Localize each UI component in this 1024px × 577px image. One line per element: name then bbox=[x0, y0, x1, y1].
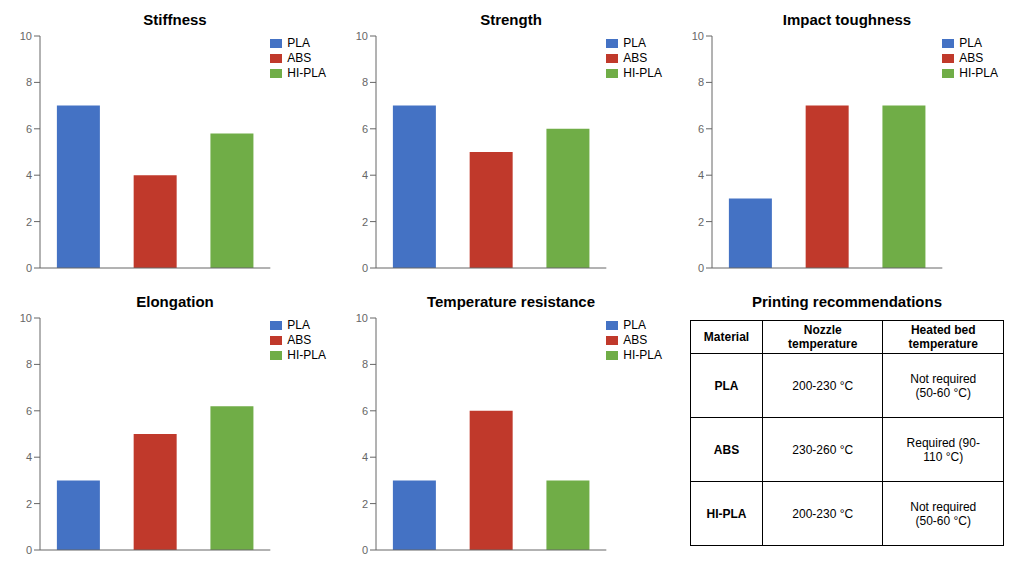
html-text:ABS: ABS bbox=[623, 333, 648, 347]
svg-text:6: 6 bbox=[698, 123, 704, 135]
svg-text:4: 4 bbox=[362, 451, 368, 463]
svg-text:2: 2 bbox=[26, 216, 32, 228]
html-text:Temperature resistance: Temperature resistance bbox=[426, 293, 596, 310]
html-text:PLA: PLA bbox=[623, 318, 646, 332]
svg-text:8: 8 bbox=[362, 358, 368, 370]
html-text:HI-PLA: HI-PLA bbox=[623, 348, 662, 362]
html-text:HI-PLA: HI-PLA bbox=[287, 348, 326, 362]
html-text:200-230 °C: 200-230 °C bbox=[792, 506, 854, 521]
html-text:HI-PLA: HI-PLA bbox=[623, 66, 662, 80]
svg-text:6: 6 bbox=[362, 405, 368, 417]
html-text:ABS: ABS bbox=[623, 51, 648, 65]
html-text:HI-PLA: HI-PLA bbox=[287, 66, 326, 80]
html-text:Heated bed temperature: Heated bed temperature bbox=[908, 323, 978, 351]
svg-text:2: 2 bbox=[362, 498, 368, 510]
svg-text:6: 6 bbox=[26, 405, 32, 417]
svg-text:10: 10 bbox=[20, 314, 32, 324]
html-text:ABS: ABS bbox=[713, 442, 740, 457]
svg-text:0: 0 bbox=[362, 544, 368, 556]
svg-text:10: 10 bbox=[356, 314, 368, 324]
html-text:Impact toughness: Impact toughness bbox=[782, 11, 912, 28]
svg-text:8: 8 bbox=[362, 76, 368, 88]
svg-text:0: 0 bbox=[698, 262, 704, 274]
svg-text:0: 0 bbox=[26, 262, 32, 274]
html-text:HI-PLA: HI-PLA bbox=[706, 506, 747, 521]
html-text:Nozzle temperature: Nozzle temperature bbox=[788, 323, 858, 351]
html-text:200-230 °C: 200-230 °C bbox=[792, 378, 854, 393]
html-text:Material: Material bbox=[703, 330, 750, 344]
html-text:230-260 °C: 230-260 °C bbox=[792, 442, 854, 457]
svg-text:6: 6 bbox=[362, 123, 368, 135]
svg-text:4: 4 bbox=[362, 169, 368, 181]
svg-text:10: 10 bbox=[356, 32, 368, 42]
svg-text:8: 8 bbox=[26, 358, 32, 370]
svg-text:0: 0 bbox=[362, 262, 368, 274]
html-text:Not required (50-60 °C): Not required (50-60 °C) bbox=[910, 371, 977, 400]
html-text:PLA: PLA bbox=[287, 318, 310, 332]
svg-text:10: 10 bbox=[692, 32, 704, 42]
svg-text:4: 4 bbox=[698, 169, 704, 181]
html-text:PLA: PLA bbox=[287, 36, 310, 50]
svg-text:4: 4 bbox=[26, 169, 32, 181]
html-text:Stiffness: Stiffness bbox=[143, 11, 207, 28]
html-text:ABS: ABS bbox=[959, 51, 984, 65]
svg-text:2: 2 bbox=[698, 216, 704, 228]
html-text:PLA: PLA bbox=[623, 36, 646, 50]
html-text:HI-PLA: HI-PLA bbox=[959, 66, 998, 80]
html-text:ABS: ABS bbox=[287, 333, 312, 347]
svg-text:4: 4 bbox=[26, 451, 32, 463]
html-text:Strength: Strength bbox=[480, 11, 542, 28]
svg-text:8: 8 bbox=[698, 76, 704, 88]
svg-text:2: 2 bbox=[362, 216, 368, 228]
html-text:Required (90- 110 °C): Required (90- 110 °C) bbox=[906, 435, 980, 464]
html-text:Not required (50-60 °C): Not required (50-60 °C) bbox=[910, 499, 977, 528]
html-text:Elongation: Elongation bbox=[136, 293, 214, 310]
html-text:PLA: PLA bbox=[714, 378, 739, 393]
svg-text:2: 2 bbox=[26, 498, 32, 510]
html-text:Printing recommendations: Printing recommendations bbox=[752, 293, 942, 310]
svg-text:0: 0 bbox=[26, 544, 32, 556]
svg-text:8: 8 bbox=[26, 76, 32, 88]
html-text:PLA: PLA bbox=[959, 36, 982, 50]
svg-text:10: 10 bbox=[20, 32, 32, 42]
html-text:ABS: ABS bbox=[287, 51, 312, 65]
svg-text:6: 6 bbox=[26, 123, 32, 135]
